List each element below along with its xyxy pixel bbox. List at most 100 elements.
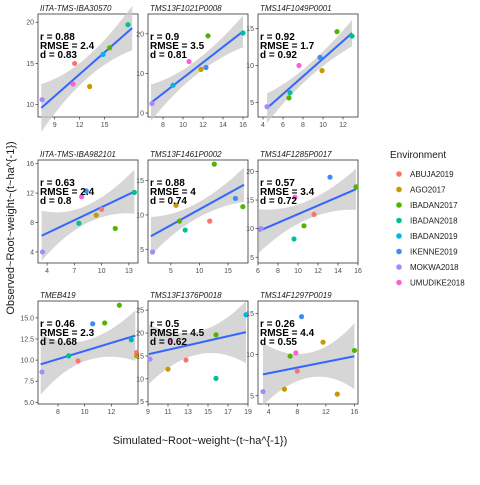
panel-9-ytick-label: 10 xyxy=(246,352,254,359)
panel-1-point-1 xyxy=(39,97,45,103)
panel-2-xtick-label: 8 xyxy=(161,122,165,129)
panel-9-xtick-label: 16 xyxy=(351,409,359,416)
panel-1-point-5 xyxy=(100,51,106,57)
panel-3-regression-line xyxy=(266,32,353,109)
panel-8-regression-line xyxy=(148,331,247,356)
panel-7-stat-3: d = 0.68 xyxy=(40,337,77,348)
legend-label-ibadan2018: IBADAN2018 xyxy=(410,217,458,226)
panel-7-point-6 xyxy=(116,302,122,308)
legend-swatch-ago2017 xyxy=(396,186,402,193)
panel-7-xtick-label: 12 xyxy=(107,409,115,416)
panel-2-stat-2: RMSE = 3.5 xyxy=(150,41,205,52)
panel-7-point-4 xyxy=(90,321,96,327)
panel-5-point-2 xyxy=(173,202,179,208)
panel-3-point-2 xyxy=(286,95,292,101)
legend-swatch-ikenne2019 xyxy=(396,248,402,255)
panel-9-point-1 xyxy=(260,389,266,395)
panel-1-xtick-label: 9 xyxy=(53,122,57,129)
legend-label-ibadan2019: IBADAN2019 xyxy=(410,232,458,241)
legend-label-mokwa2018: MOKWA2018 xyxy=(410,263,459,272)
panel-6-title: TMS14F1285P0017 xyxy=(260,150,332,159)
panel-5-xtick-label: 10 xyxy=(196,268,204,275)
panel-1-stat-3: d = 0.83 xyxy=(40,50,77,61)
panel-5-stat-1: r = 0.88 xyxy=(150,178,185,189)
legend-swatch-ibadan2019 xyxy=(396,233,402,239)
panel-4-point-7 xyxy=(112,225,118,232)
panel-6-point-1 xyxy=(258,226,264,232)
panel-6-ytick-label: 10 xyxy=(246,226,254,233)
panel-3-point-3 xyxy=(287,90,293,96)
panel-5-point-4 xyxy=(182,227,188,233)
panel-3-point-6 xyxy=(319,68,325,74)
panel-1-point-3 xyxy=(72,60,78,67)
panel-4-point-6 xyxy=(99,206,105,212)
panel-8-point-5 xyxy=(213,375,219,381)
panel-4-point-2 xyxy=(76,220,82,226)
panel-3-point-8 xyxy=(349,33,355,39)
panel-6-xtick-label: 6 xyxy=(256,268,260,275)
panel-5-stat-2: RMSE = 4 xyxy=(150,187,196,198)
panel-3-ytick-label: 10 xyxy=(246,63,254,70)
panel-8-stat-2: RMSE = 4.5 xyxy=(150,328,205,339)
panel-9-ytick-label: 5 xyxy=(250,393,254,400)
panel-2-point-2 xyxy=(170,82,176,88)
panel-3-xtick-label: 4 xyxy=(261,122,265,129)
panel-9-stat-2: RMSE = 4.4 xyxy=(260,328,315,339)
panel-7-stat-2: RMSE = 2.3 xyxy=(40,328,95,339)
panel-5-point-6 xyxy=(211,161,217,167)
panel-8-point-3 xyxy=(167,338,173,344)
legend-swatch-abuja2019 xyxy=(396,171,402,177)
legend-label-umudike2018: UMUDIKE2018 xyxy=(410,279,465,288)
panel-3-point-5 xyxy=(317,54,323,61)
panel-9-title: TMS14F1297P0019 xyxy=(260,291,332,300)
panel-8-title: TMS13F1376P0018 xyxy=(150,291,222,300)
panel-9-point-6 xyxy=(298,314,305,320)
panel-7-regression-line xyxy=(40,334,136,366)
panel-7-title: TMEB419 xyxy=(40,291,76,300)
panel-3-stat-1: r = 0.92 xyxy=(260,32,295,43)
panel-8-point-4 xyxy=(183,357,189,363)
panel-9-point-2 xyxy=(281,386,288,392)
panel-9-stat-3: d = 0.55 xyxy=(260,337,297,348)
panel-6-point-5 xyxy=(311,211,317,217)
panel-6-xtick-label: 16 xyxy=(354,268,362,275)
panel-6-point-7 xyxy=(353,184,359,190)
panel-8-ytick-label: 25 xyxy=(136,308,144,315)
panel-6-xtick-label: 10 xyxy=(294,268,302,275)
panel-4-xtick-label: 7 xyxy=(72,268,76,275)
panel-2-stat-3: d = 0.81 xyxy=(150,50,187,61)
panel-1-regression-line xyxy=(40,27,133,109)
panel-5-ytick-label: 15 xyxy=(136,178,144,185)
panel-4-stat-2: RMSE = 2.4 xyxy=(40,187,95,198)
panel-4-ytick-label: 8 xyxy=(30,220,34,227)
panel-2-point-6 xyxy=(205,33,211,39)
panel-6-xtick-label: 8 xyxy=(276,268,280,275)
panel-5-point-5 xyxy=(207,218,213,224)
panel-4-point-3 xyxy=(79,194,85,200)
panel-2-xtick-label: 14 xyxy=(219,122,227,129)
panel-6-stat-2: RMSE = 3.4 xyxy=(260,187,315,198)
panel-2-point-1 xyxy=(149,100,155,107)
panel-9-xtick-label: 12 xyxy=(322,409,330,416)
panel-2-point-7 xyxy=(240,30,246,36)
panel-3-stat-2: RMSE = 1.7 xyxy=(260,41,315,52)
panel-2-point-4 xyxy=(198,66,204,73)
panel-5-point-1 xyxy=(149,249,156,255)
panel-7-point-7 xyxy=(128,337,134,343)
panel-9-regression-line xyxy=(262,355,355,376)
panel-4-stat-1: r = 0.63 xyxy=(40,178,75,189)
legend-label-abuja2019: ABUJA2019 xyxy=(410,170,454,179)
panel-2-point-3 xyxy=(186,58,192,65)
panel-4-xtick-label: 13 xyxy=(125,268,133,275)
panel-8-stat-1: r = 0.5 xyxy=(150,319,180,330)
legend-swatch-ibadan2018 xyxy=(396,217,402,224)
panel-5-point-7 xyxy=(232,195,239,202)
panel-6-ytick-label: 20 xyxy=(246,169,254,176)
legend-label-ibadan2017: IBADAN2017 xyxy=(410,201,458,210)
panel-4-xtick-label: 10 xyxy=(98,268,106,275)
panel-7-ytick-label: 7.5 xyxy=(24,379,34,386)
panel-2-ytick-label: 0 xyxy=(140,111,144,118)
panel-2-regression-line xyxy=(150,30,244,104)
panel-8-xtick-label: 11 xyxy=(164,409,171,416)
